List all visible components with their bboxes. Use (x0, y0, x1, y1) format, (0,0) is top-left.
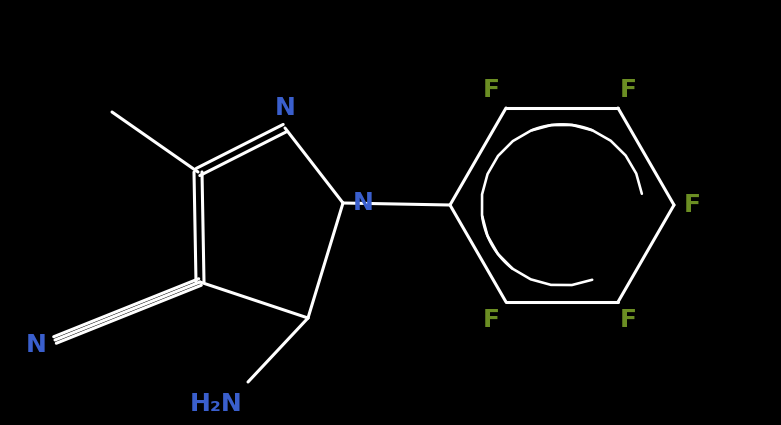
Text: F: F (619, 78, 637, 102)
Text: F: F (619, 308, 637, 332)
Text: F: F (483, 308, 500, 332)
Text: N: N (275, 96, 295, 120)
Text: N: N (353, 191, 374, 215)
Text: N: N (26, 333, 47, 357)
Text: F: F (483, 78, 500, 102)
Text: F: F (683, 193, 701, 217)
Text: H₂N: H₂N (191, 392, 243, 416)
